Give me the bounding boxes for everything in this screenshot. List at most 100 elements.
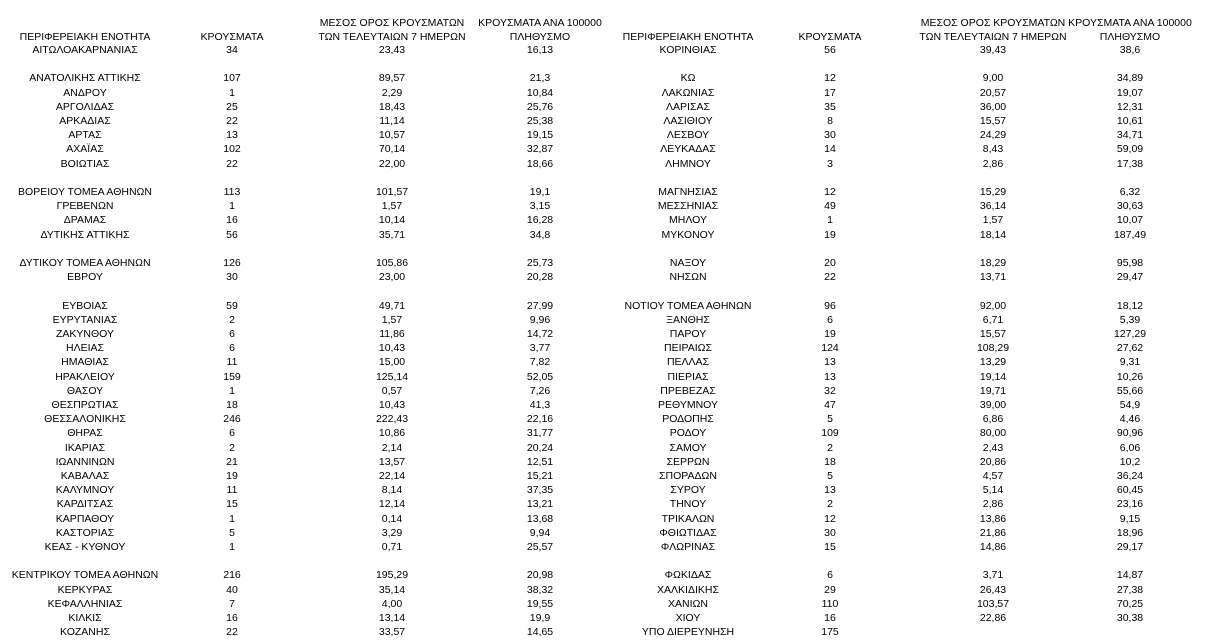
column-header: ΜΕΣΟΣ ΟΡΟΣ ΚΡΟΥΣΜΑΤΩΝ (319, 16, 465, 29)
cell: 24,29 (979, 129, 1007, 142)
cell: 10,07 (1116, 214, 1144, 227)
region-name: ΜΥΚΟΝΟΥ (661, 228, 715, 241)
cell: 34 (226, 44, 238, 56)
cell: 38,32 (526, 583, 554, 596)
region-name: ΙΩΑΝΝΙΝΩΝ (55, 455, 115, 468)
cell: 34,89 (1116, 72, 1144, 85)
column-header: ΤΩΝ ΤΕΛΕΥΤΑΙΩΝ 7 ΗΜΕΡΩΝ (318, 31, 466, 43)
cell: 27,38 (1116, 583, 1144, 596)
cell: 15,00 (378, 356, 406, 369)
cell: 18 (824, 455, 836, 468)
column-header: ΚΡΟΥΣΜΑΤΑ ΑΝΑ 100000 (1068, 16, 1192, 29)
cell: 6,86 (982, 413, 1004, 426)
cell: 19 (824, 328, 836, 340)
cell: 12 (824, 72, 836, 85)
cell: 14,65 (526, 626, 554, 639)
cell: 30 (824, 129, 836, 142)
cell: 20,24 (526, 441, 554, 454)
cell: 19,14 (979, 370, 1007, 383)
cell: 3 (827, 157, 833, 170)
cell: 25,73 (526, 257, 554, 269)
region-name: ΠΡΕΒΕΖΑΣ (660, 384, 716, 397)
region-name: ΚΑΒΑΛΑΣ (60, 470, 110, 482)
region-name: ΘΑΣΟΥ (66, 384, 104, 397)
cell: 35,71 (378, 228, 406, 241)
cell: 17,38 (1116, 157, 1144, 170)
cell: 30,38 (1116, 612, 1144, 624)
column-header: ΠΛΗΘΥΣΜΟ (1099, 31, 1161, 43)
cell: 35,14 (378, 583, 406, 596)
cell: 2 (229, 441, 235, 454)
cell: 2,14 (381, 441, 403, 454)
cell: 222,43 (375, 413, 409, 426)
cell: 10,86 (378, 427, 406, 440)
cell: 27,62 (1116, 342, 1144, 355)
region-name: ΚΕΦΑΛΛΗΝΙΑΣ (47, 597, 123, 610)
cell: 13 (824, 370, 836, 383)
cell: 18,43 (378, 100, 406, 113)
cell: 92,00 (979, 299, 1007, 312)
cell: 127,29 (1113, 328, 1147, 340)
cell: 1,57 (381, 200, 403, 213)
cell: 5 (229, 526, 235, 539)
cell: 96 (824, 299, 836, 312)
cell: 195,29 (375, 569, 409, 582)
column-header: ΚΡΟΥΣΜΑΤΑ ΑΝΑ 100000 (478, 16, 602, 29)
cell: 20,86 (979, 455, 1007, 468)
cell: 12 (824, 186, 836, 198)
cell: 11 (226, 484, 238, 497)
cell: 4,57 (982, 470, 1004, 482)
cell: 15,57 (979, 328, 1007, 340)
cell: 13,68 (526, 512, 554, 525)
cell: 15 (824, 541, 836, 553)
cell: 23,00 (378, 271, 406, 284)
region-name: ΦΘΙΩΤΙΔΑΣ (659, 526, 717, 539)
cell: 56 (824, 44, 836, 56)
region-name: ΚΕΡΚΥΡΑΣ (57, 583, 113, 596)
region-name: ΝΑΞΟΥ (669, 257, 707, 269)
cell: 18,66 (526, 157, 554, 170)
cell: 8 (827, 115, 833, 127)
cell: 90,96 (1116, 427, 1144, 440)
cell: 22 (226, 157, 238, 170)
cell: 13 (824, 356, 836, 369)
region-name: ΛΑΡΙΣΑΣ (666, 100, 710, 113)
cell: 19,1 (529, 186, 551, 198)
region-name: ΑΡΚΑΔΙΑΣ (59, 115, 111, 127)
cell: 10,43 (378, 399, 406, 411)
cell: 6 (827, 313, 833, 326)
column-header: ΜΕΣΟΣ ΟΡΟΣ ΚΡΟΥΣΜΑΤΩΝ (920, 16, 1066, 29)
cell: 20,57 (979, 86, 1007, 99)
cell: 9,94 (529, 526, 551, 539)
cell: 1 (827, 214, 833, 227)
region-name: ΝΟΤΙΟΥ ΤΟΜΕΑ ΑΘΗΝΩΝ (624, 299, 752, 312)
cell: 1,57 (982, 214, 1004, 227)
cell: 32 (824, 384, 836, 397)
cell: 3,77 (529, 342, 551, 355)
cell: 13,21 (526, 498, 554, 511)
region-name: ΕΥΡΥΤΑΝΙΑΣ (52, 313, 118, 326)
cell: 2 (229, 313, 235, 326)
cell: 7 (229, 597, 235, 610)
cell: 18,12 (1116, 299, 1144, 312)
cell: 13,57 (378, 455, 406, 468)
cell: 0,14 (381, 512, 403, 525)
region-name: ΚΑΡΔΙΤΣΑΣ (56, 498, 114, 511)
cell: 25 (226, 100, 238, 113)
cell: 19,55 (526, 597, 554, 610)
cell: 95,98 (1116, 257, 1144, 269)
region-name: ΥΠΟ ΔΙΕΡΕΥΝΗΣΗ (641, 626, 735, 639)
cell: 1 (229, 200, 235, 213)
region-name: ΚΙΛΚΙΣ (68, 612, 102, 624)
cell: 0,57 (381, 384, 403, 397)
cell: 14,72 (526, 328, 554, 340)
cell: 22,86 (979, 612, 1007, 624)
region-name: ΔΡΑΜΑΣ (63, 214, 107, 227)
cell: 5 (827, 470, 833, 482)
cell: 13 (226, 129, 238, 142)
cell: 47 (824, 399, 836, 411)
cell: 3,15 (529, 200, 551, 213)
cell: 108,29 (976, 342, 1010, 355)
cell: 33,57 (378, 626, 406, 639)
